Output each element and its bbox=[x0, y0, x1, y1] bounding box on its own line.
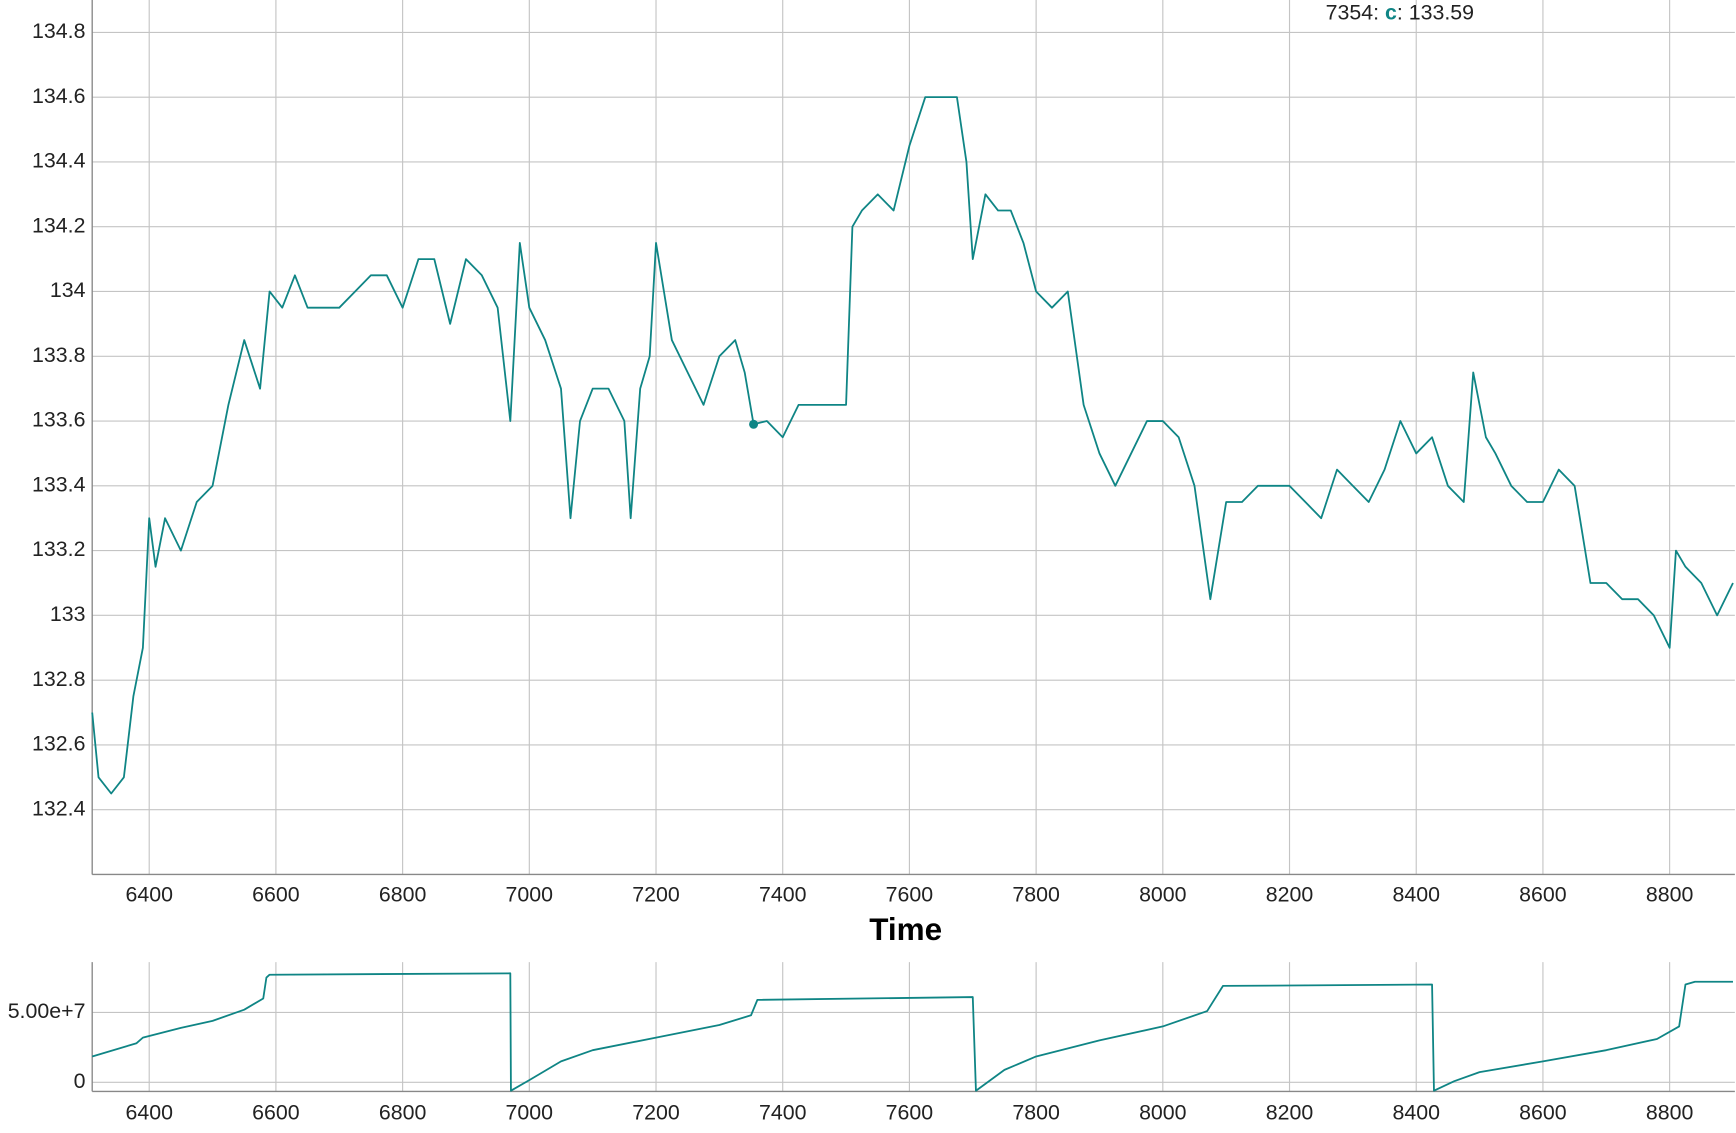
x-axis-title: Time bbox=[869, 912, 942, 947]
x-tick-label: 6800 bbox=[379, 882, 427, 906]
x-tick-label: 8000 bbox=[1139, 1101, 1187, 1125]
x-tick-label: 8800 bbox=[1646, 882, 1694, 906]
tooltip-value: 133.59 bbox=[1409, 0, 1474, 24]
x-tick-label: 7000 bbox=[506, 882, 554, 906]
x-tick-label: 8200 bbox=[1266, 882, 1314, 906]
tooltip-x: 7354 bbox=[1326, 0, 1374, 24]
x-tick-label: 7200 bbox=[632, 1101, 680, 1125]
y-tick-label: 133 bbox=[50, 602, 86, 626]
x-tick-label: 7200 bbox=[632, 882, 680, 906]
y-tick-label: 133.4 bbox=[32, 472, 86, 496]
x-tick-label: 8600 bbox=[1519, 882, 1567, 906]
tooltip-sep: : bbox=[1397, 0, 1409, 24]
x-tick-label: 6400 bbox=[125, 882, 173, 906]
y-tick-label: 134.4 bbox=[32, 149, 86, 173]
tooltip-sep: : bbox=[1373, 0, 1385, 24]
x-tick-label: 7600 bbox=[886, 1101, 934, 1125]
series-line bbox=[91, 972, 1733, 1092]
x-tick-label: 8600 bbox=[1519, 1101, 1567, 1125]
y-tick-label: 0 bbox=[74, 1069, 86, 1093]
y-tick-label: 134.8 bbox=[32, 19, 85, 43]
tooltip: 7354: c: 133.59 bbox=[1326, 0, 1474, 24]
x-tick-label: 6800 bbox=[379, 1101, 427, 1125]
x-tick-label: 8200 bbox=[1266, 1101, 1314, 1125]
y-tick-label: 133.6 bbox=[32, 408, 85, 432]
y-tick-label: 133.8 bbox=[32, 343, 85, 367]
y-tick-label: 132.6 bbox=[32, 732, 85, 756]
x-tick-label: 7000 bbox=[506, 1101, 554, 1125]
x-tick-label: 7800 bbox=[1012, 882, 1060, 906]
x-tick-label: 7600 bbox=[886, 882, 934, 906]
tooltip-series: c bbox=[1385, 0, 1397, 24]
x-tick-label: 6600 bbox=[252, 1101, 300, 1125]
x-tick-label: 8000 bbox=[1139, 882, 1187, 906]
x-tick-label: 7800 bbox=[1012, 1101, 1060, 1125]
series-line bbox=[91, 96, 1734, 795]
x-tick-label: 8400 bbox=[1392, 882, 1440, 906]
hover-point bbox=[749, 419, 759, 429]
y-tick-label: 132.4 bbox=[32, 796, 86, 820]
y-tick-label: 133.2 bbox=[32, 537, 85, 561]
y-tick-label: 132.8 bbox=[32, 667, 85, 691]
x-tick-label: 7400 bbox=[759, 882, 807, 906]
y-tick-label: 134.6 bbox=[32, 84, 85, 108]
y-tick-label: 5.00e+7 bbox=[8, 999, 86, 1023]
x-tick-label: 7400 bbox=[759, 1101, 807, 1125]
x-tick-label: 8400 bbox=[1392, 1101, 1440, 1125]
x-tick-label: 6600 bbox=[252, 882, 300, 906]
x-tick-label: 6400 bbox=[125, 1101, 173, 1125]
x-tick-label: 8800 bbox=[1646, 1101, 1694, 1125]
y-tick-label: 134.2 bbox=[32, 213, 85, 237]
y-tick-label: 134 bbox=[50, 278, 86, 302]
